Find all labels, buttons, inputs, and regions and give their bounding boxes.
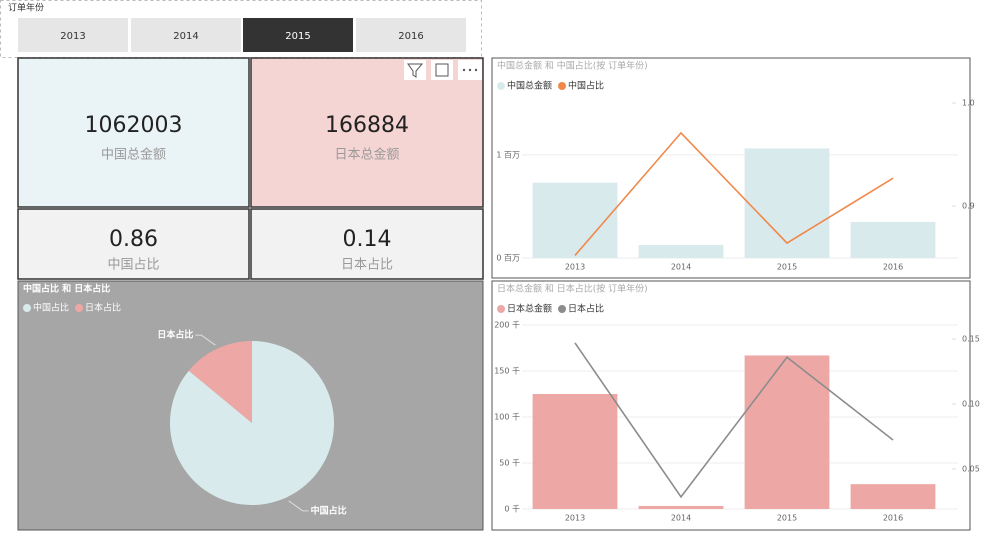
x-tick-label: 2016 (883, 263, 903, 272)
bar (744, 355, 830, 509)
legend-label: 中国占比 (33, 302, 69, 314)
y2-tick-label: 1.0 (962, 99, 975, 108)
leader-line (288, 500, 309, 512)
card-label: 中国总金额 (101, 147, 166, 163)
y-tick-label: 0 百万 (496, 254, 520, 263)
slicer-button[interactable] (356, 18, 466, 52)
bar (850, 484, 936, 509)
filter-icon[interactable] (404, 60, 426, 80)
bar (744, 148, 830, 258)
pie-slice (169, 341, 334, 506)
chart-title: 中国总金额 和 中国占比(按 订单年份) (497, 60, 648, 72)
slicer-option: 2016 (398, 31, 423, 42)
legend-label: 日本占比 (568, 303, 604, 315)
y-tick-label: 100 千 (494, 412, 520, 422)
bar (850, 221, 936, 258)
card-value: 0.86 (109, 227, 158, 252)
chart-title: 日本总金额 和 日本占比(按 订单年份) (497, 283, 648, 295)
x-tick-label: 2015 (777, 514, 797, 523)
card (250, 208, 484, 280)
legend-label: 中国占比 (568, 80, 604, 92)
legend-label: 日本总金额 (507, 303, 552, 315)
slice-label: 中国占比 (311, 504, 347, 516)
x-tick-label: 2014 (671, 263, 691, 272)
card-icons (404, 60, 482, 80)
slicer-title: 订单年份 (8, 2, 44, 14)
dot (468, 68, 472, 72)
slice-label: 日本占比 (157, 329, 193, 341)
x-tick-label: 2013 (565, 263, 585, 272)
y-tick-label: 200 千 (494, 320, 520, 330)
y-tick-label: 0 千 (504, 504, 520, 514)
slicer-option: 2014 (173, 31, 198, 42)
bar (638, 245, 724, 258)
legend-label: 日本占比 (85, 302, 121, 314)
legend-marker (497, 305, 505, 313)
legend-marker (558, 305, 567, 313)
slicer-option: 2015 (285, 31, 310, 42)
legend-label: 中国总金额 (507, 80, 552, 92)
y2-tick-label: 0.05 (962, 464, 980, 473)
card-label: 日本总金额 (334, 147, 399, 163)
x-tick-label: 2013 (565, 514, 585, 523)
legend-marker (497, 82, 505, 90)
y-tick-label: 150 千 (494, 366, 520, 376)
focus-icon[interactable] (431, 60, 453, 80)
line-series (574, 342, 894, 499)
card-value: 166884 (325, 113, 409, 138)
y2-tick-label: 0.10 (962, 400, 980, 409)
leader-line (195, 334, 216, 346)
chart-title: 中国占比 和 日本占比 (23, 283, 110, 295)
card-value: 0.14 (343, 227, 392, 252)
dot (462, 68, 466, 72)
line-series (574, 131, 894, 256)
dot (474, 68, 478, 72)
x-tick-label: 2014 (671, 514, 691, 523)
slicer-button[interactable] (131, 18, 241, 52)
bar (532, 394, 618, 509)
legend-marker (558, 82, 567, 90)
card (250, 57, 484, 208)
y2-tick-label: 0.15 (962, 335, 980, 344)
filter-glyph (407, 63, 424, 78)
bar (638, 505, 724, 509)
card-label: 中国占比 (107, 258, 159, 273)
slicer-button[interactable] (18, 18, 128, 52)
card-label: 日本占比 (341, 258, 393, 273)
slicer-option: 2013 (60, 31, 85, 42)
legend-marker (23, 304, 31, 312)
y-tick-label: 1 百万 (496, 150, 520, 159)
y2-tick-label: 0.9 (962, 202, 975, 211)
y-tick-label: 50 千 (499, 458, 520, 468)
legend-marker (75, 304, 84, 312)
card (17, 57, 250, 208)
card (17, 208, 250, 280)
x-tick-label: 2016 (883, 514, 903, 523)
bar (532, 182, 618, 258)
slicer-button[interactable] (243, 18, 353, 52)
pie-slice (188, 341, 252, 423)
x-tick-label: 2015 (777, 263, 797, 272)
focus-glyph (435, 63, 449, 77)
card-value: 1062003 (85, 113, 183, 138)
